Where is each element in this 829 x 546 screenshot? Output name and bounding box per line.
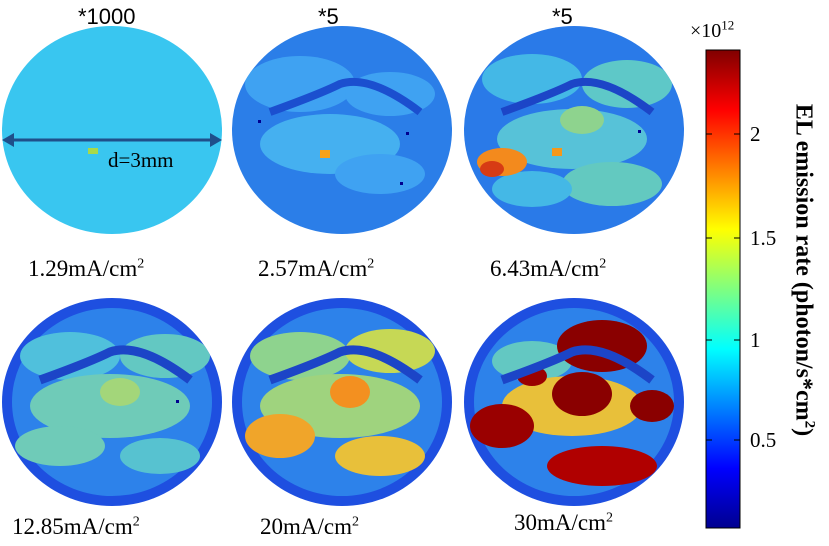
current-density-label: 6.43mA/cm2: [490, 256, 607, 281]
colorbar-scale: ×1012: [690, 17, 735, 42]
diameter-label: d=3mm: [108, 148, 174, 172]
colorbar-title: EL emission rate (photon/s*cm2): [790, 103, 818, 437]
emission-map-1: [2, 26, 222, 234]
current-density-label: 2.57mA/cm2: [258, 256, 375, 281]
multiplier-label: *5: [552, 4, 573, 29]
emission-map-2: [232, 26, 452, 234]
current-density-label: 12.85mA/cm2: [12, 514, 140, 539]
colorbar-tick: 1.5: [750, 226, 777, 250]
current-density-label: 30mA/cm2: [514, 510, 613, 535]
current-density-label: 20mA/cm2: [260, 514, 359, 539]
colorbar: [705, 49, 741, 529]
emission-map-5: [232, 298, 452, 506]
colorbar-tick: 1: [750, 328, 761, 352]
colorbar-tick: 2: [750, 122, 761, 146]
emission-map-3: [464, 26, 684, 234]
current-density-label: 1.29mA/cm2: [28, 256, 145, 281]
emission-map-4: [2, 298, 222, 506]
emission-map-6: [464, 298, 684, 506]
multiplier-label: *5: [318, 4, 339, 29]
multiplier-label: *1000: [78, 4, 136, 29]
colorbar-tick: 0.5: [750, 428, 777, 452]
